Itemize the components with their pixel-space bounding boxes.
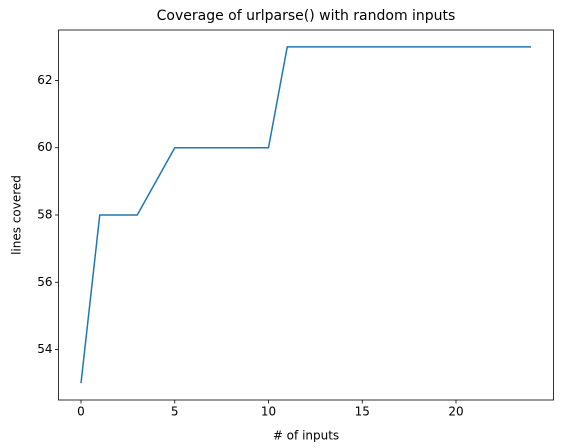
x-tick-label: 20 (448, 405, 463, 419)
x-tick-label: 15 (355, 405, 370, 419)
plot-frame (58, 29, 554, 401)
y-axis-label: lines covered (10, 175, 24, 255)
x-tick-label: 10 (261, 405, 276, 419)
y-tick-label: 58 (37, 208, 52, 222)
line (80, 46, 531, 384)
x-axis-label: # of inputs (273, 429, 339, 443)
y-tick-label: 62 (37, 73, 52, 87)
y-tick-label: 54 (37, 342, 52, 356)
x-tick-label: 5 (171, 405, 179, 419)
x-tick-label: 0 (77, 405, 85, 419)
y-tick-label: 56 (37, 275, 52, 289)
chart-title: Coverage of urlparse() with random input… (157, 8, 456, 24)
y-tick-label: 60 (37, 140, 52, 154)
